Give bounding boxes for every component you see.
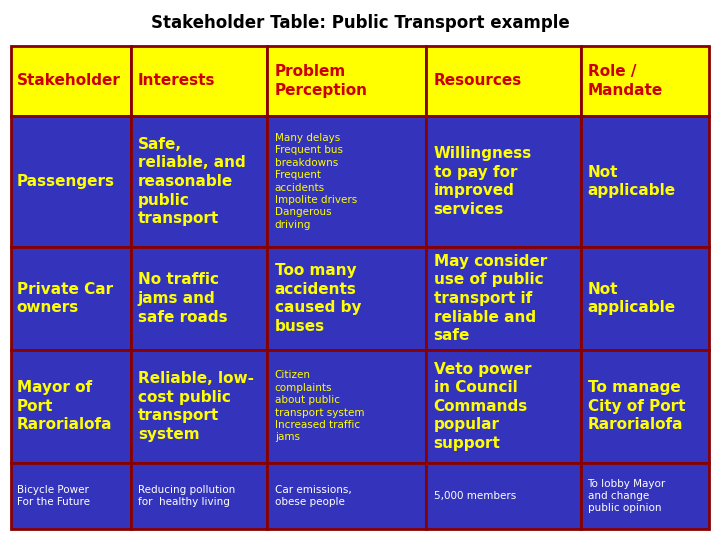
Text: Stakeholder: Stakeholder	[17, 73, 121, 89]
Bar	[426, 247, 581, 350]
Text: To manage
City of Port
Rarorialofa: To manage City of Port Rarorialofa	[588, 380, 685, 433]
Text: Mayor of
Port
Rarorialofa: Mayor of Port Rarorialofa	[17, 380, 112, 433]
Text: No traffic
jams and
safe roads: No traffic jams and safe roads	[138, 272, 228, 325]
Bar	[581, 463, 709, 529]
Bar	[11, 247, 131, 350]
Bar	[267, 247, 426, 350]
Text: Not
applicable: Not applicable	[588, 165, 675, 198]
Text: Reducing pollution
for  healthy living: Reducing pollution for healthy living	[138, 485, 235, 507]
Bar	[581, 247, 709, 350]
Bar	[426, 116, 581, 247]
Bar	[11, 46, 131, 116]
Text: Car emissions,
obese people: Car emissions, obese people	[275, 485, 351, 507]
Text: Many delays
Frequent bus
breakdowns
Frequent
accidents
Impolite drivers
Dangerou: Many delays Frequent bus breakdowns Freq…	[275, 133, 357, 230]
Bar	[131, 350, 267, 463]
Text: Passengers: Passengers	[17, 174, 114, 189]
Text: Resources: Resources	[433, 73, 522, 89]
Bar	[581, 116, 709, 247]
Bar	[426, 463, 581, 529]
Text: Veto power
in Council
Commands
popular
support: Veto power in Council Commands popular s…	[433, 362, 531, 451]
Text: 5,000 members: 5,000 members	[433, 491, 516, 501]
Text: Stakeholder Table: Public Transport example: Stakeholder Table: Public Transport exam…	[150, 14, 570, 31]
Bar	[131, 116, 267, 247]
Bar	[131, 247, 267, 350]
Bar	[11, 463, 131, 529]
Text: Private Car
owners: Private Car owners	[17, 282, 113, 315]
Text: Too many
accidents
caused by
buses: Too many accidents caused by buses	[275, 263, 361, 334]
Bar	[581, 350, 709, 463]
Text: Role /
Mandate: Role / Mandate	[588, 64, 663, 98]
Bar	[267, 463, 426, 529]
Text: Not
applicable: Not applicable	[588, 282, 675, 315]
Bar	[11, 350, 131, 463]
Text: Willingness
to pay for
improved
services: Willingness to pay for improved services	[433, 146, 532, 217]
Bar	[267, 350, 426, 463]
Text: To lobby Mayor
and change
public opinion: To lobby Mayor and change public opinion	[588, 478, 666, 514]
Bar	[131, 463, 267, 529]
Text: May consider
use of public
transport if
reliable and
safe: May consider use of public transport if …	[433, 254, 547, 343]
Bar	[581, 46, 709, 116]
Bar	[426, 46, 581, 116]
Bar	[426, 350, 581, 463]
Bar	[131, 46, 267, 116]
Text: Interests: Interests	[138, 73, 215, 89]
Text: Bicycle Power
For the Future: Bicycle Power For the Future	[17, 485, 90, 507]
Bar	[11, 116, 131, 247]
Text: Reliable, low-
cost public
transport
system: Reliable, low- cost public transport sys…	[138, 371, 254, 442]
Bar	[267, 46, 426, 116]
Text: Citizen
complaints
about public
transport system
Increased traffic
jams: Citizen complaints about public transpor…	[275, 370, 364, 442]
Text: Problem
Perception: Problem Perception	[275, 64, 368, 98]
Text: Safe,
reliable, and
reasonable
public
transport: Safe, reliable, and reasonable public tr…	[138, 137, 246, 226]
Bar	[267, 116, 426, 247]
